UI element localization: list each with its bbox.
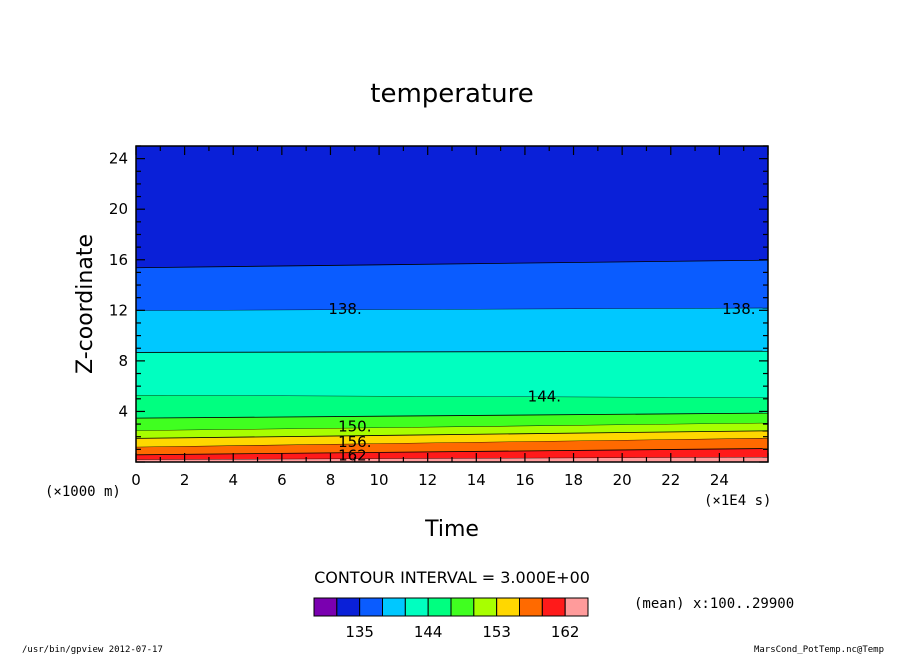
y-tick-label: 12 bbox=[109, 301, 128, 319]
x-axis-label: Time bbox=[424, 517, 479, 542]
contour-labels: 138. 138. 144. 150.156.162. bbox=[328, 300, 755, 465]
colorbar-swatch bbox=[313, 597, 338, 617]
y-tick-label: 4 bbox=[118, 402, 128, 420]
contour-band-144-147 bbox=[136, 395, 768, 418]
x-tick-label: 24 bbox=[710, 471, 729, 489]
y-tick-label: 8 bbox=[118, 352, 128, 370]
colorbar-tick-label: 153 bbox=[482, 623, 511, 641]
contour-label: 150. bbox=[338, 418, 371, 436]
x-tick-label: 14 bbox=[467, 471, 486, 489]
x-tick-label: 20 bbox=[613, 471, 632, 489]
contour-label: 144. bbox=[528, 387, 561, 405]
colorbar-swatch bbox=[359, 597, 383, 617]
contour-band-159-162 bbox=[136, 448, 768, 460]
colorbar-swatch bbox=[427, 597, 452, 617]
y-unit-label: (×1000 m) bbox=[45, 484, 121, 500]
footer-left: /usr/bin/gpview 2012-07-17 bbox=[22, 645, 163, 654]
contour-band-141-144 bbox=[136, 350, 768, 398]
colorbar-swatch bbox=[382, 597, 406, 617]
x-tick-label: 0 bbox=[131, 471, 141, 489]
chart-title: temperature bbox=[370, 79, 533, 109]
contour-band-153-156 bbox=[136, 430, 768, 447]
contour-bands bbox=[135, 146, 769, 462]
contour-band-150-153 bbox=[136, 422, 768, 438]
colorbar-tick-labels: 135 144 153 162 bbox=[345, 623, 579, 641]
mean-text: (mean) x:100..29900 bbox=[634, 596, 794, 612]
footer-right: MarsCond_PotTemp.nc@Temp bbox=[754, 645, 884, 654]
x-tick-label: 6 bbox=[277, 471, 287, 489]
colorbar-swatch bbox=[564, 597, 589, 617]
contour-band-135-138 bbox=[136, 259, 768, 311]
y-tick-label: 24 bbox=[109, 150, 128, 168]
colorbar-swatch bbox=[496, 597, 520, 617]
x-tick-label: 22 bbox=[661, 471, 680, 489]
colorbar-tick-label: 135 bbox=[345, 623, 374, 641]
contour-interval-text: CONTOUR INTERVAL = 3.000E+00 bbox=[314, 568, 590, 587]
x-unit-label: (×1E4 s) bbox=[704, 493, 771, 509]
colorbar bbox=[313, 597, 589, 617]
contour-band-156-159 bbox=[136, 437, 768, 455]
x-tick-label: 10 bbox=[370, 471, 389, 489]
colorbar-swatch bbox=[450, 597, 475, 617]
y-axis-label: Z-coordinate bbox=[73, 234, 98, 374]
colorbar-swatch bbox=[336, 597, 361, 617]
x-tick-label: 16 bbox=[515, 471, 534, 489]
contour-band-132-135 bbox=[136, 146, 768, 268]
colorbar-tick-label: 144 bbox=[414, 623, 443, 641]
x-tick-label: 2 bbox=[180, 471, 190, 489]
colorbar-swatch bbox=[473, 597, 498, 617]
colorbar-swatch bbox=[541, 597, 566, 617]
x-axis-ticks: 0 2 4 6 8 10 12 14 16 18 20 22 24 bbox=[131, 146, 769, 489]
contour-label: 156. bbox=[338, 433, 371, 451]
y-tick-label: 20 bbox=[109, 200, 128, 218]
x-tick-label: 4 bbox=[228, 471, 238, 489]
colorbar-tick-label: 162 bbox=[551, 623, 580, 641]
contour-label: 138. bbox=[722, 300, 755, 318]
colorbar-swatch bbox=[404, 597, 429, 617]
contour-label: 162. bbox=[338, 447, 371, 465]
contour-band-138-141 bbox=[136, 307, 768, 353]
y-tick-label: 16 bbox=[109, 251, 128, 269]
x-tick-label: 18 bbox=[564, 471, 583, 489]
x-tick-label: 12 bbox=[418, 471, 437, 489]
contour-label: 138. bbox=[328, 300, 361, 318]
y-axis-ticks: 4 8 12 16 20 24 bbox=[109, 145, 768, 463]
colorbar-swatch bbox=[519, 597, 543, 617]
x-tick-label: 8 bbox=[326, 471, 336, 489]
